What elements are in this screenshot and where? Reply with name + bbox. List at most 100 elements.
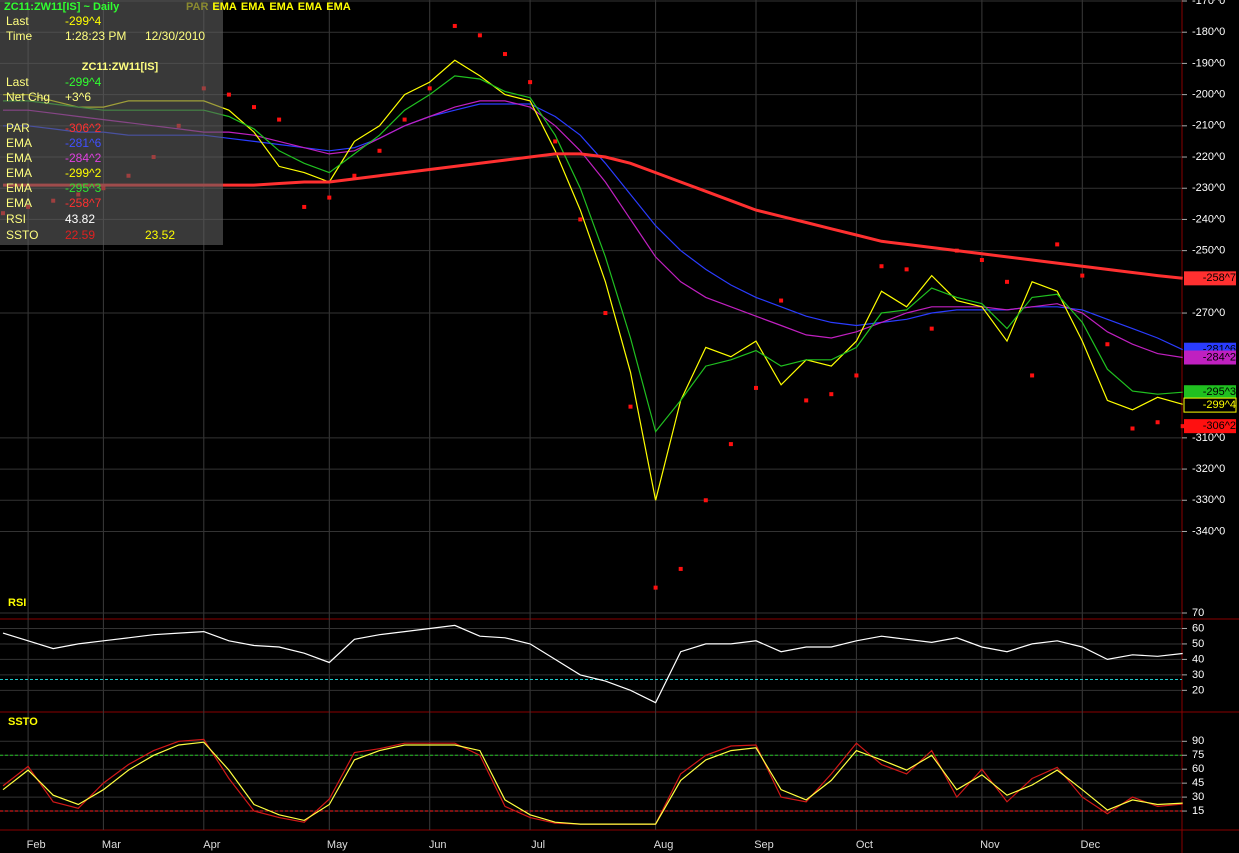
info-label: Last [6,75,29,89]
y-tick-label: 20 [1192,684,1204,696]
y-tick-label: 60 [1192,763,1204,775]
chart-title: ZC11:ZW11[IS] ~ Daily [4,1,120,13]
par-dot [703,498,708,503]
x-tick-label: Jul [531,839,545,851]
par-dot [477,33,482,38]
end-label-box [1184,419,1236,434]
y-tick-label: -210^0 [1192,120,1225,132]
y-tick-label: 30 [1192,669,1204,681]
end-label-box [1184,385,1236,400]
info-value: +3^6 [65,90,91,104]
info-extra: 12/30/2010 [145,29,205,43]
x-tick-label: Dec [1081,839,1101,851]
info-value: 22.59 [65,228,95,242]
y-tick-label: -240^0 [1192,213,1225,225]
par-dot [754,385,758,390]
par-dot [979,257,984,262]
y-tick-label: 60 [1192,622,1204,634]
x-tick-label: Sep [754,839,774,851]
par-dot [1005,279,1009,284]
y-tick-label: -330^0 [1192,494,1225,506]
par-dot [1055,242,1060,247]
x-tick-label: Feb [27,839,46,851]
par-dot [929,326,934,331]
info-panel [0,0,223,245]
legend-entry: EMA [212,1,237,13]
end-label: -295^3 [1203,386,1236,398]
par-dot [553,139,558,144]
par-dot [1180,424,1185,429]
par-dot [728,442,733,447]
par-dot [779,298,784,303]
end-label-box [1184,271,1236,286]
y-tick-label: -310^0 [1192,432,1225,444]
par-dot [252,105,256,110]
info-label: Last [6,14,29,28]
par-dot [402,117,407,122]
y-tick-label: -320^0 [1192,463,1225,475]
par-dot [1155,420,1160,425]
info-extra: 23.52 [145,228,175,242]
y-tick-label: 50 [1192,638,1204,650]
info-label: EMA [6,196,32,210]
par-dot [327,195,332,200]
info-header: ZC11:ZW11[IS] [82,61,159,73]
x-tick-label: Mar [102,839,121,851]
info-value: -299^4 [65,75,102,89]
par-dot [452,23,457,28]
par-dot [603,311,608,316]
y-tick-label: -250^0 [1192,245,1225,257]
par-dot [904,267,909,272]
y-tick-label: -230^0 [1192,182,1225,194]
par-dot [427,86,432,91]
y-tick-label: 90 [1192,735,1204,747]
y-tick-label: 75 [1192,749,1204,761]
end-label: -284^2 [1203,351,1236,363]
series-line [2,624,1183,704]
y-tick-label: -200^0 [1192,89,1225,101]
x-tick-label: Apr [203,839,220,851]
x-tick-label: Jun [429,839,447,851]
y-tick-label: -340^0 [1192,525,1225,537]
par-dot [277,117,282,122]
par-dot [1080,273,1085,278]
y-tick-label: -270^0 [1192,307,1225,319]
legend-entry: EMA [298,1,323,13]
y-tick-label: -170^0 [1192,0,1225,7]
info-label: RSI [6,212,26,226]
par-dot [628,404,633,409]
end-label: -258^7 [1203,272,1236,284]
y-tick-label: 70 [1192,607,1204,619]
par-dot [1030,373,1035,378]
par-dot [829,392,834,397]
y-tick-label: -190^0 [1192,57,1225,69]
info-value: -306^2 [65,121,102,135]
end-label: -306^2 [1203,420,1236,432]
x-tick-label: May [327,839,348,851]
info-label: PAR [6,121,30,135]
info-value: 43.82 [65,212,95,226]
y-tick-label: 15 [1192,805,1204,817]
y-tick-label: 45 [1192,777,1204,789]
x-tick-label: Nov [980,839,1000,851]
info-label: SSTO [6,228,38,242]
x-tick-label: Oct [856,839,873,851]
last-price-box [1183,397,1237,413]
info-value: -299^4 [65,14,102,28]
info-label: EMA [6,181,32,195]
par-dot [678,566,683,571]
x-tick-label: Aug [654,839,674,851]
series-line [2,741,1183,825]
legend-entry: PAR [186,1,208,13]
par-dot [302,204,307,209]
par-dot [879,264,884,269]
info-value: -295^3 [65,181,102,195]
end-label-box [1184,350,1236,365]
panel-title: SSTO [8,716,38,728]
info-value: 1:28:23 PM [65,29,126,43]
info-label: Time [6,29,33,43]
legend-entry: EMA [241,1,266,13]
par-dot [1130,426,1135,431]
info-label: EMA [6,136,32,150]
par-dot [1105,342,1110,347]
